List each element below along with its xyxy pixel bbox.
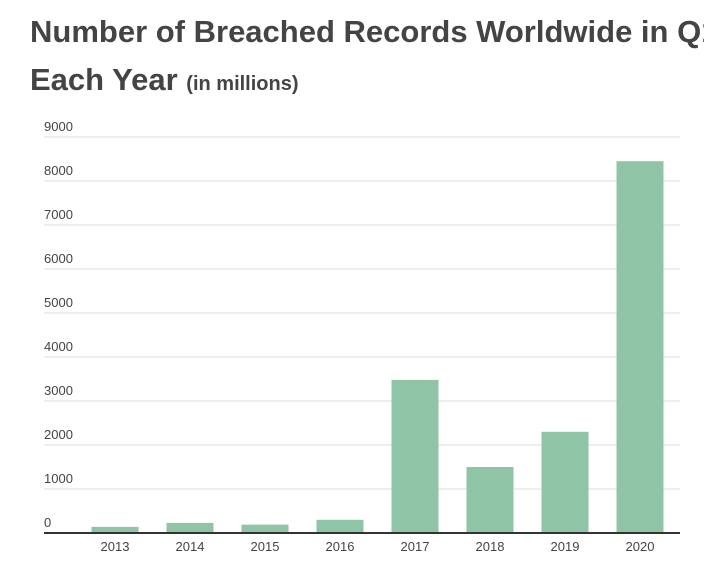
x-tick-label: 2016 [326, 539, 355, 554]
title-line-1: Number of Breached Records Worldwide in … [30, 14, 704, 49]
x-tick-label: 2019 [551, 539, 580, 554]
chart-title: Number of Breached Records Worldwide in … [30, 8, 704, 108]
y-tick-label: 4000 [44, 339, 73, 354]
bar-2015 [241, 524, 289, 533]
bar-2018 [466, 467, 514, 533]
x-tick-label: 2020 [626, 539, 655, 554]
x-tick-label: 2013 [101, 539, 130, 554]
y-tick-label: 2000 [44, 427, 73, 442]
y-tick-label: 9000 [44, 119, 73, 134]
y-tick-label: 3000 [44, 383, 73, 398]
bar-2019 [541, 431, 589, 533]
x-tick-label: 2018 [476, 539, 505, 554]
bar-2014 [166, 522, 214, 533]
y-tick-label: 5000 [44, 295, 73, 310]
x-tick-label: 2014 [176, 539, 205, 554]
y-tick-label: 7000 [44, 207, 73, 222]
bar-2013 [91, 526, 139, 533]
bar-2017 [391, 379, 439, 533]
bar-2020 [616, 161, 664, 533]
subtitle: (in millions) [186, 73, 299, 95]
x-tick-label: 2015 [251, 539, 280, 554]
y-tick-label: 0 [44, 515, 51, 530]
title-line-2: Each Year (in millions) [30, 62, 299, 97]
bar-2016 [316, 519, 364, 533]
y-tick-label: 8000 [44, 163, 73, 178]
x-tick-label: 2017 [401, 539, 430, 554]
y-tick-label: 1000 [44, 471, 73, 486]
y-tick-label: 6000 [44, 251, 73, 266]
